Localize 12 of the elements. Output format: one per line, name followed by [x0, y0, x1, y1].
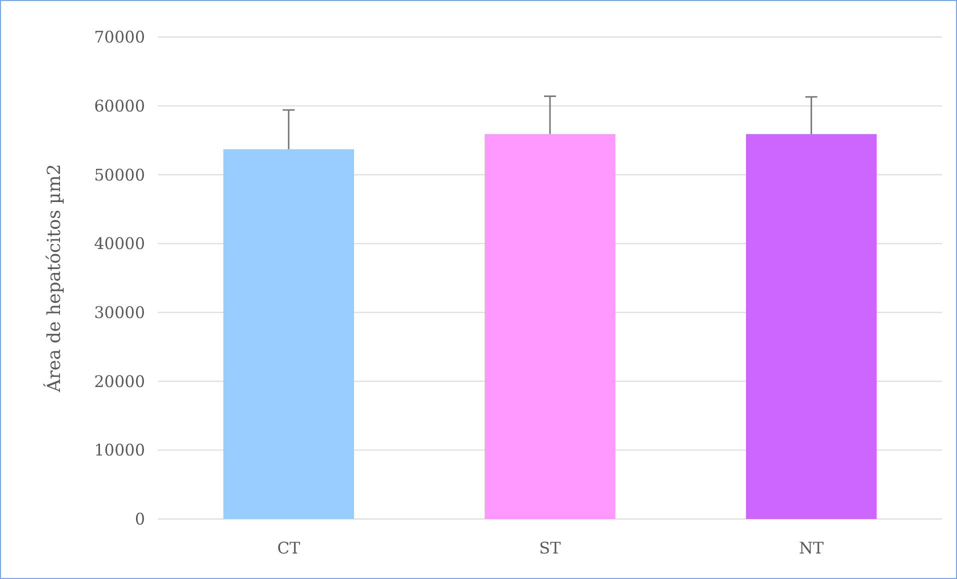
x-tick-label: CT: [277, 538, 300, 558]
y-tick-label: 20000: [94, 372, 145, 391]
y-tick-label: 30000: [94, 303, 145, 322]
y-axis-title: Área de hepatócitos µm2: [43, 164, 65, 394]
y-tick-label: 50000: [94, 165, 145, 184]
y-tick-label: 10000: [94, 440, 145, 460]
y-tick-label: 40000: [94, 234, 145, 254]
y-tick-label: 60000: [94, 96, 145, 116]
y-tick-label: 70000: [94, 28, 145, 47]
x-tick-label: NT: [798, 538, 824, 558]
x-tick-label: ST: [539, 538, 562, 558]
y-tick-label: 0: [134, 510, 145, 529]
